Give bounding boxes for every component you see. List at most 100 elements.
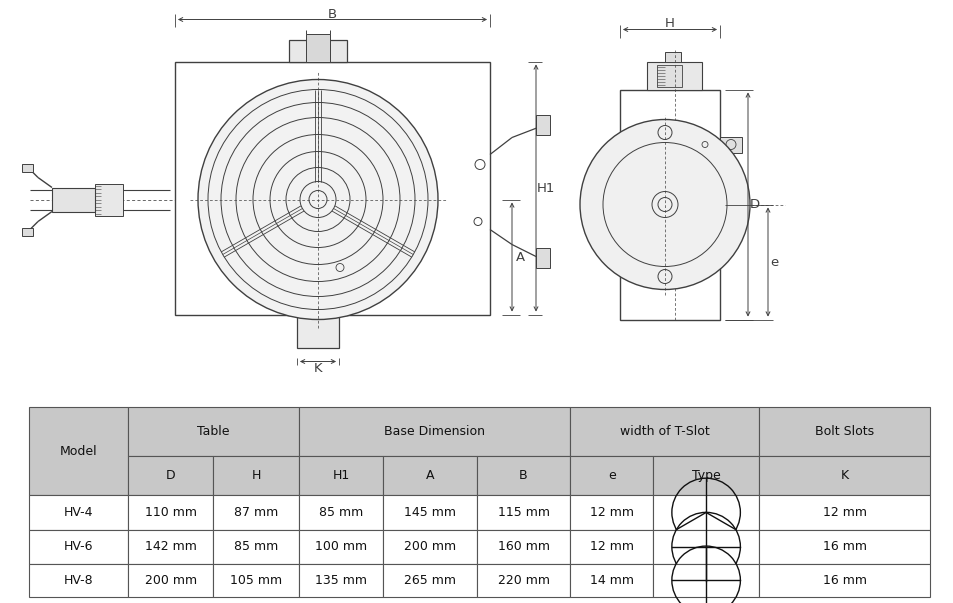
Text: e: e bbox=[769, 256, 778, 268]
Text: Table: Table bbox=[197, 425, 230, 438]
Bar bbox=[29, 564, 128, 597]
Text: 160 mm: 160 mm bbox=[497, 540, 549, 553]
Bar bbox=[29, 407, 128, 495]
Bar bbox=[95, 183, 123, 215]
Bar bbox=[647, 62, 701, 89]
Text: D: D bbox=[749, 198, 760, 211]
Bar bbox=[298, 495, 382, 529]
Text: K: K bbox=[840, 469, 847, 482]
Bar bbox=[22, 227, 33, 236]
Text: 85 mm: 85 mm bbox=[233, 540, 278, 553]
Bar bbox=[476, 495, 570, 529]
Text: 220 mm: 220 mm bbox=[497, 574, 549, 587]
Text: HV-4: HV-4 bbox=[64, 506, 92, 519]
Bar bbox=[570, 529, 653, 564]
Bar bbox=[758, 407, 929, 456]
Bar bbox=[665, 51, 680, 62]
Text: Type: Type bbox=[691, 469, 720, 482]
Bar bbox=[657, 65, 681, 86]
Bar bbox=[289, 40, 347, 62]
Bar bbox=[653, 495, 758, 529]
Bar bbox=[213, 564, 298, 597]
Text: 115 mm: 115 mm bbox=[497, 506, 549, 519]
Bar bbox=[128, 407, 298, 456]
Circle shape bbox=[198, 80, 437, 320]
Bar bbox=[382, 495, 476, 529]
Bar bbox=[298, 564, 382, 597]
Bar bbox=[653, 456, 758, 495]
Bar bbox=[213, 529, 298, 564]
Bar bbox=[720, 136, 741, 153]
Text: 16 mm: 16 mm bbox=[821, 574, 865, 587]
Bar bbox=[570, 407, 758, 456]
Text: 14 mm: 14 mm bbox=[589, 574, 633, 587]
Bar bbox=[296, 315, 338, 347]
Circle shape bbox=[579, 119, 749, 289]
Bar bbox=[22, 163, 33, 171]
Text: e: e bbox=[607, 469, 615, 482]
Bar bbox=[298, 529, 382, 564]
Text: 12 mm: 12 mm bbox=[821, 506, 865, 519]
Text: 100 mm: 100 mm bbox=[314, 540, 367, 553]
Text: HV-8: HV-8 bbox=[63, 574, 93, 587]
Text: A: A bbox=[425, 469, 434, 482]
Bar bbox=[758, 456, 929, 495]
Text: D: D bbox=[166, 469, 175, 482]
Bar bbox=[306, 34, 330, 62]
Text: width of T-Slot: width of T-Slot bbox=[619, 425, 709, 438]
Text: 142 mm: 142 mm bbox=[145, 540, 196, 553]
Text: 265 mm: 265 mm bbox=[403, 574, 456, 587]
Bar bbox=[536, 115, 550, 134]
Text: Model: Model bbox=[59, 444, 97, 458]
Text: 200 mm: 200 mm bbox=[145, 574, 196, 587]
Bar bbox=[758, 529, 929, 564]
Text: 16 mm: 16 mm bbox=[821, 540, 865, 553]
Text: H: H bbox=[664, 17, 674, 30]
Bar bbox=[653, 564, 758, 597]
Text: Base Dimension: Base Dimension bbox=[384, 425, 485, 438]
Bar bbox=[758, 495, 929, 529]
Text: H1: H1 bbox=[537, 182, 555, 195]
Text: 12 mm: 12 mm bbox=[589, 506, 633, 519]
Bar bbox=[382, 529, 476, 564]
Bar bbox=[476, 529, 570, 564]
Text: 85 mm: 85 mm bbox=[318, 506, 363, 519]
Bar bbox=[619, 89, 720, 320]
Bar bbox=[570, 564, 653, 597]
Bar bbox=[653, 529, 758, 564]
Text: H1: H1 bbox=[332, 469, 349, 482]
Bar bbox=[570, 456, 653, 495]
Bar bbox=[174, 62, 490, 315]
Text: 87 mm: 87 mm bbox=[233, 506, 278, 519]
Text: 145 mm: 145 mm bbox=[403, 506, 456, 519]
Bar bbox=[128, 495, 213, 529]
Bar bbox=[382, 564, 476, 597]
Text: H: H bbox=[252, 469, 261, 482]
Bar bbox=[570, 495, 653, 529]
Text: HV-6: HV-6 bbox=[64, 540, 92, 553]
Text: 105 mm: 105 mm bbox=[230, 574, 282, 587]
Bar bbox=[128, 564, 213, 597]
Text: Bolt Slots: Bolt Slots bbox=[814, 425, 873, 438]
Text: B: B bbox=[328, 8, 336, 21]
Bar bbox=[536, 247, 550, 268]
Bar bbox=[128, 456, 213, 495]
Bar bbox=[29, 495, 128, 529]
Text: K: K bbox=[314, 362, 322, 375]
Bar bbox=[298, 407, 570, 456]
Bar bbox=[298, 456, 382, 495]
Text: 110 mm: 110 mm bbox=[145, 506, 196, 519]
Bar bbox=[476, 456, 570, 495]
Bar bbox=[52, 188, 95, 212]
Text: 12 mm: 12 mm bbox=[589, 540, 633, 553]
Bar bbox=[213, 456, 298, 495]
Text: 135 mm: 135 mm bbox=[314, 574, 367, 587]
Bar bbox=[382, 456, 476, 495]
Text: A: A bbox=[515, 250, 524, 264]
Text: B: B bbox=[518, 469, 527, 482]
Bar bbox=[29, 529, 128, 564]
Bar bbox=[758, 564, 929, 597]
Bar bbox=[476, 564, 570, 597]
Text: 200 mm: 200 mm bbox=[403, 540, 456, 553]
Bar bbox=[213, 495, 298, 529]
